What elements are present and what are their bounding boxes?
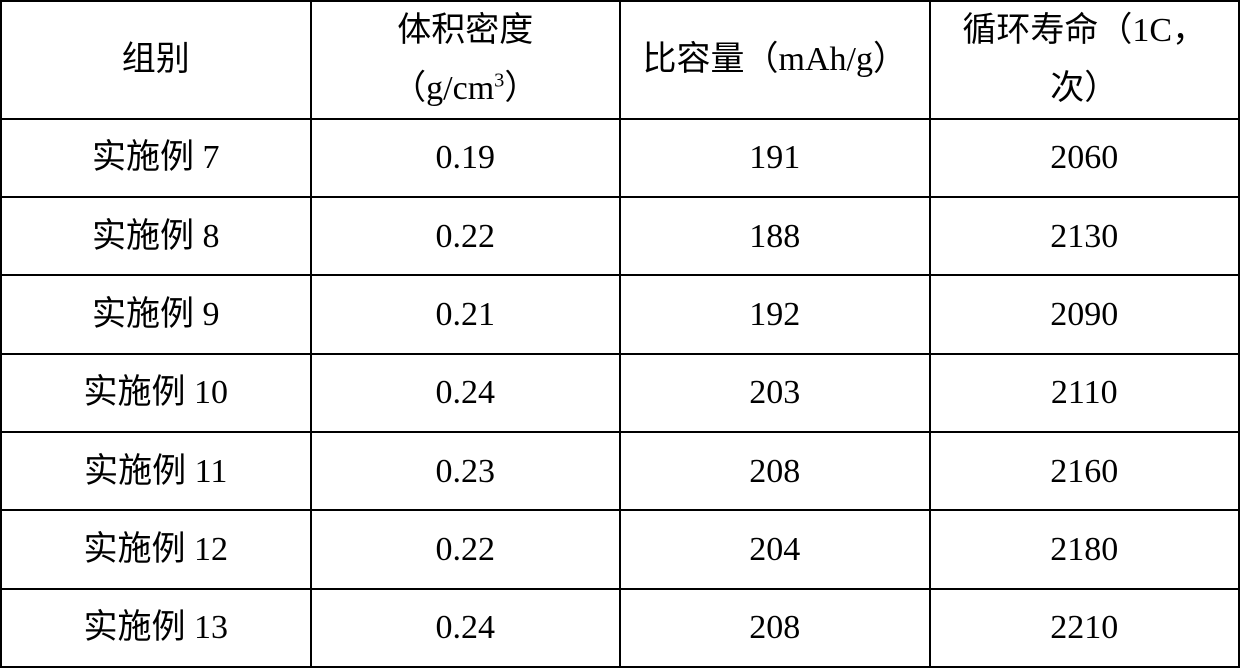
table-container: 组别 体积密度 （g/cm3） 比容量（mAh/g） 循环寿命（1C， 次） [0,0,1240,668]
table-header: 组别 体积密度 （g/cm3） 比容量（mAh/g） 循环寿命（1C， 次） [1,1,1239,119]
data-table: 组别 体积密度 （g/cm3） 比容量（mAh/g） 循环寿命（1C， 次） [0,0,1240,668]
header-density-line1: 体积密度 [397,12,533,49]
header-density-sup: 3 [494,69,504,91]
header-cycle-line2: 次） [1050,70,1118,107]
cell-density: 0.23 [311,432,621,510]
cell-capacity: 191 [620,119,930,197]
cell-group: 实施例 12 [1,510,311,588]
header-cycle-label: 循环寿命（1C， 次） [962,2,1206,118]
table-row: 实施例 7 0.19 191 2060 [1,119,1239,197]
cell-capacity: 203 [620,354,930,432]
cell-group: 实施例 8 [1,197,311,275]
cell-capacity: 208 [620,432,930,510]
cell-density: 0.19 [311,119,621,197]
header-row: 组别 体积密度 （g/cm3） 比容量（mAh/g） 循环寿命（1C， 次） [1,1,1239,119]
table-row: 实施例 9 0.21 192 2090 [1,275,1239,353]
table-row: 实施例 12 0.22 204 2180 [1,510,1239,588]
cell-capacity: 208 [620,589,930,667]
header-group-label: 组别 [122,41,190,78]
cell-density: 0.22 [311,197,621,275]
cell-capacity: 204 [620,510,930,588]
col-header-capacity: 比容量（mAh/g） [620,1,930,119]
cell-cycle: 2160 [930,432,1240,510]
cell-cycle: 2090 [930,275,1240,353]
cell-cycle: 2110 [930,354,1240,432]
cell-capacity: 188 [620,197,930,275]
col-header-group: 组别 [1,1,311,119]
cell-group: 实施例 10 [1,354,311,432]
table-row: 实施例 13 0.24 208 2210 [1,589,1239,667]
header-density-label: 体积密度 （g/cm3） [392,2,538,118]
cell-density: 0.21 [311,275,621,353]
col-header-density: 体积密度 （g/cm3） [311,1,621,119]
cell-capacity: 192 [620,275,930,353]
cell-group: 实施例 9 [1,275,311,353]
table-row: 实施例 11 0.23 208 2160 [1,432,1239,510]
cell-density: 0.22 [311,510,621,588]
cell-cycle: 2130 [930,197,1240,275]
col-header-cycle: 循环寿命（1C， 次） [930,1,1240,119]
cell-cycle: 2180 [930,510,1240,588]
cell-group: 实施例 11 [1,432,311,510]
header-capacity-label: 比容量（mAh/g） [643,41,907,78]
cell-group: 实施例 7 [1,119,311,197]
header-cycle-line1: 循环寿命（1C， [962,12,1206,49]
cell-group: 实施例 13 [1,589,311,667]
header-density-line2-prefix: （g/cm [392,70,494,107]
table-row: 实施例 10 0.24 203 2110 [1,354,1239,432]
table-row: 实施例 8 0.22 188 2130 [1,197,1239,275]
cell-density: 0.24 [311,354,621,432]
cell-density: 0.24 [311,589,621,667]
cell-cycle: 2210 [930,589,1240,667]
cell-cycle: 2060 [930,119,1240,197]
table-body: 实施例 7 0.19 191 2060 实施例 8 0.22 188 2130 … [1,119,1239,667]
header-density-line2-suffix: ） [504,70,538,107]
